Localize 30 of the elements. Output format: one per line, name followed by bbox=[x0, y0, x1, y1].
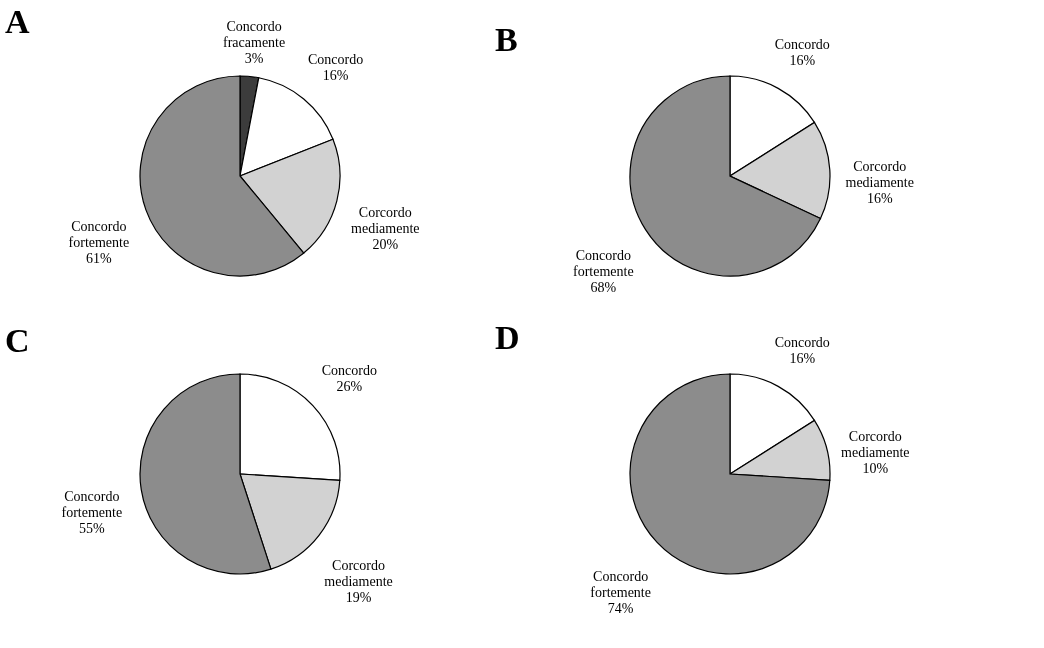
data-label: 61% bbox=[86, 250, 113, 266]
slice-label: Concordo bbox=[308, 52, 364, 68]
slice-label: Concordo bbox=[774, 36, 830, 52]
chart-title: B bbox=[495, 20, 518, 58]
data-label: 26% bbox=[336, 379, 363, 395]
data-label: 55% bbox=[79, 521, 106, 537]
slice-label: Corcordo mediamente bbox=[351, 205, 420, 237]
slice-label: Concordo fortemente bbox=[573, 248, 634, 280]
slice-label: Concordo bbox=[321, 363, 377, 379]
chart-title: C bbox=[5, 322, 30, 359]
data-label: 16% bbox=[322, 68, 349, 84]
data-label: 10% bbox=[862, 460, 889, 476]
data-label: 68% bbox=[590, 280, 617, 296]
slice-label: Concordo bbox=[774, 334, 830, 350]
data-label: 74% bbox=[607, 600, 634, 616]
data-label: 20% bbox=[372, 237, 399, 253]
slice-label: Concordo fortemente bbox=[61, 489, 123, 521]
slice-label: Concordo fracamente bbox=[223, 18, 286, 50]
data-label: 16% bbox=[789, 350, 816, 366]
slice-label: Corcordo mediamente bbox=[324, 557, 393, 589]
slice-label: Corcordo mediamente bbox=[845, 158, 914, 190]
chart-title: A bbox=[5, 2, 30, 40]
chart-title: D bbox=[495, 318, 520, 356]
data-label: 16% bbox=[789, 52, 816, 68]
data-label: 3% bbox=[244, 50, 264, 66]
slice-label: Corcordo mediamente bbox=[841, 428, 910, 460]
slice-label: Concordo fortemente bbox=[68, 218, 130, 250]
data-label: 19% bbox=[345, 589, 372, 605]
slice-label: Concordo fortemente bbox=[590, 568, 651, 600]
data-label: 16% bbox=[866, 190, 893, 206]
